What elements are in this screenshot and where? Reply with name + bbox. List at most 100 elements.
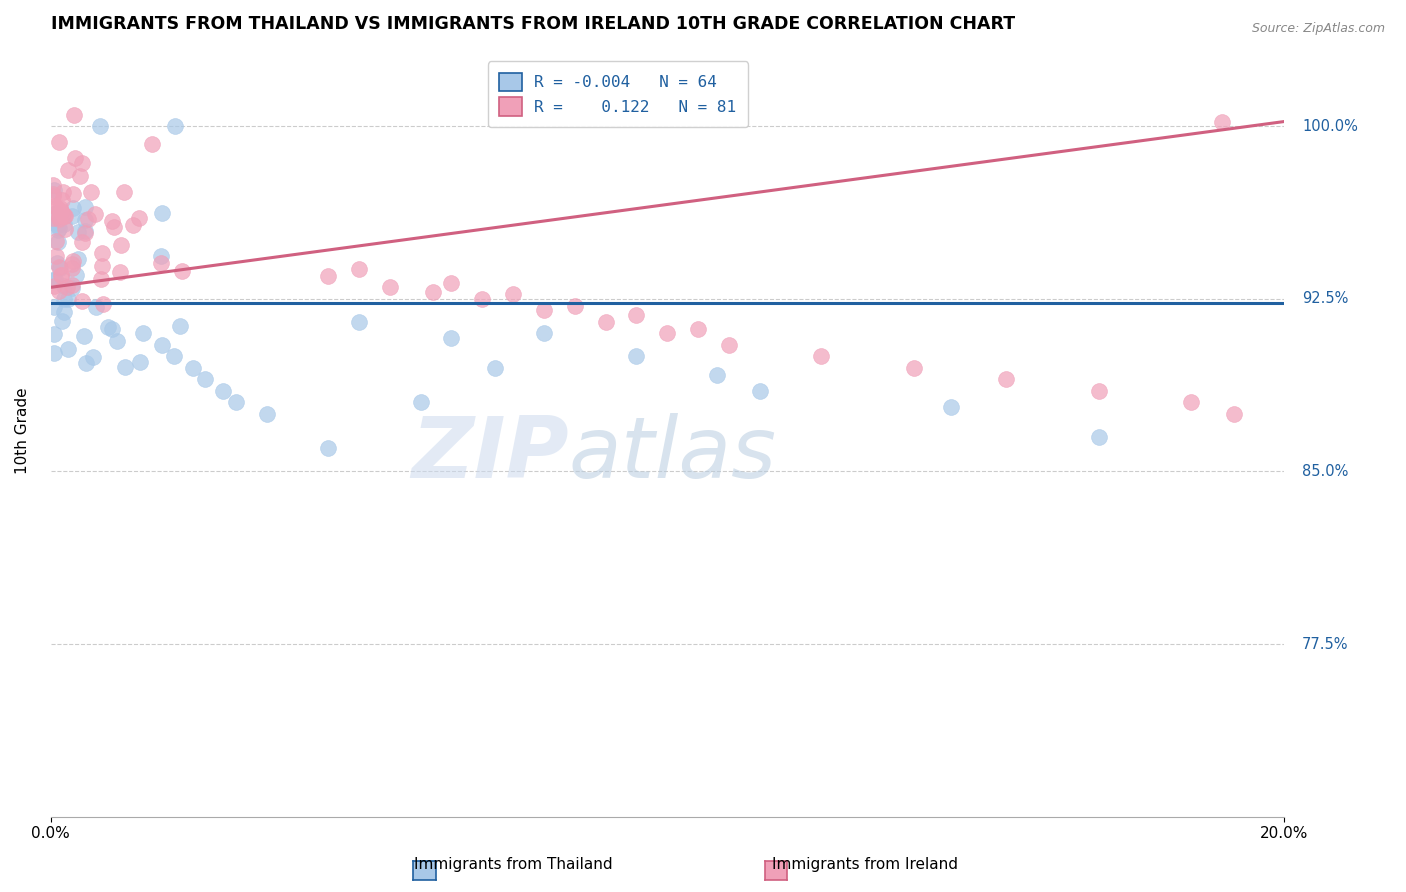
Point: [77, 212, 100, 227]
Point: [347, 261, 370, 276]
Point: [60, 281, 83, 295]
Point: [626, 308, 648, 322]
Point: [75, 212, 97, 227]
Point: [46, 218, 69, 232]
Point: [56, 279, 79, 293]
Point: [86, 300, 108, 314]
Point: [46, 223, 69, 237]
Point: [42, 273, 65, 287]
Point: [80, 185, 103, 199]
Point: [60, 209, 83, 223]
Point: [44, 272, 66, 286]
Point: [60, 260, 83, 275]
Point: [378, 280, 401, 294]
Point: [49, 203, 72, 218]
Point: [75, 355, 97, 369]
Point: [66, 252, 89, 266]
Point: [595, 315, 617, 329]
Point: [42, 326, 65, 341]
Point: [73, 328, 96, 343]
Point: [67, 225, 90, 239]
Point: [169, 319, 191, 334]
Point: [347, 315, 370, 329]
Point: [52, 209, 75, 223]
Point: [63, 108, 86, 122]
Point: [44, 279, 66, 293]
Point: [62, 186, 84, 201]
Point: [41, 178, 63, 193]
Point: [60, 277, 83, 292]
Point: [46, 218, 69, 232]
Text: ZIP: ZIP: [411, 413, 568, 496]
Point: [225, 395, 247, 409]
Point: [484, 360, 506, 375]
Point: [48, 136, 70, 150]
Point: [1211, 114, 1233, 128]
Point: [52, 207, 75, 221]
Point: [73, 200, 96, 214]
Point: [533, 303, 555, 318]
Point: [150, 206, 173, 220]
Point: [48, 210, 70, 224]
Point: [1223, 407, 1246, 421]
Y-axis label: 10th Grade: 10th Grade: [15, 388, 30, 475]
Point: [41, 186, 63, 201]
Point: [90, 246, 112, 260]
Point: [51, 193, 73, 207]
Point: [45, 249, 67, 263]
Point: [194, 372, 217, 386]
Point: [163, 349, 186, 363]
Point: [97, 320, 120, 334]
Point: [52, 304, 75, 318]
Point: [939, 400, 962, 414]
Point: [48, 261, 70, 276]
Point: [316, 442, 339, 456]
Point: [42, 346, 65, 360]
Point: [471, 292, 494, 306]
Point: [65, 268, 87, 282]
Point: [903, 360, 925, 375]
Point: [42, 300, 65, 314]
Point: [45, 205, 67, 219]
Point: [502, 287, 524, 301]
Point: [51, 268, 73, 283]
Point: [149, 255, 172, 269]
Point: [46, 235, 69, 250]
Point: [440, 276, 463, 290]
Point: [62, 201, 84, 215]
Point: [60, 257, 83, 271]
Text: 77.5%: 77.5%: [1302, 637, 1348, 651]
Point: [533, 326, 555, 341]
Point: [46, 256, 69, 270]
Point: [84, 207, 107, 221]
Point: [51, 314, 73, 328]
Point: [75, 227, 97, 241]
Point: [141, 136, 163, 151]
Point: [132, 326, 155, 341]
Text: 92.5%: 92.5%: [1302, 292, 1348, 306]
Point: [212, 384, 235, 398]
Point: [41, 211, 63, 225]
Point: [51, 268, 73, 282]
Point: [170, 263, 193, 277]
Point: [69, 169, 91, 184]
Point: [114, 359, 136, 374]
Point: [93, 297, 115, 311]
Point: [686, 322, 709, 336]
Point: [100, 214, 122, 228]
Point: [53, 292, 76, 306]
Text: IMMIGRANTS FROM THAILAND VS IMMIGRANTS FROM IRELAND 10TH GRADE CORRELATION CHART: IMMIGRANTS FROM THAILAND VS IMMIGRANTS F…: [51, 15, 1015, 33]
Point: [70, 156, 93, 170]
Point: [62, 254, 84, 268]
Point: [56, 293, 79, 307]
Point: [440, 331, 463, 345]
Point: [45, 234, 67, 248]
Point: [810, 349, 832, 363]
Point: [114, 185, 136, 199]
Point: [316, 268, 339, 283]
Point: [48, 220, 70, 235]
Point: [53, 218, 76, 232]
Point: [44, 199, 66, 213]
Point: [181, 360, 204, 375]
Point: [256, 407, 278, 421]
